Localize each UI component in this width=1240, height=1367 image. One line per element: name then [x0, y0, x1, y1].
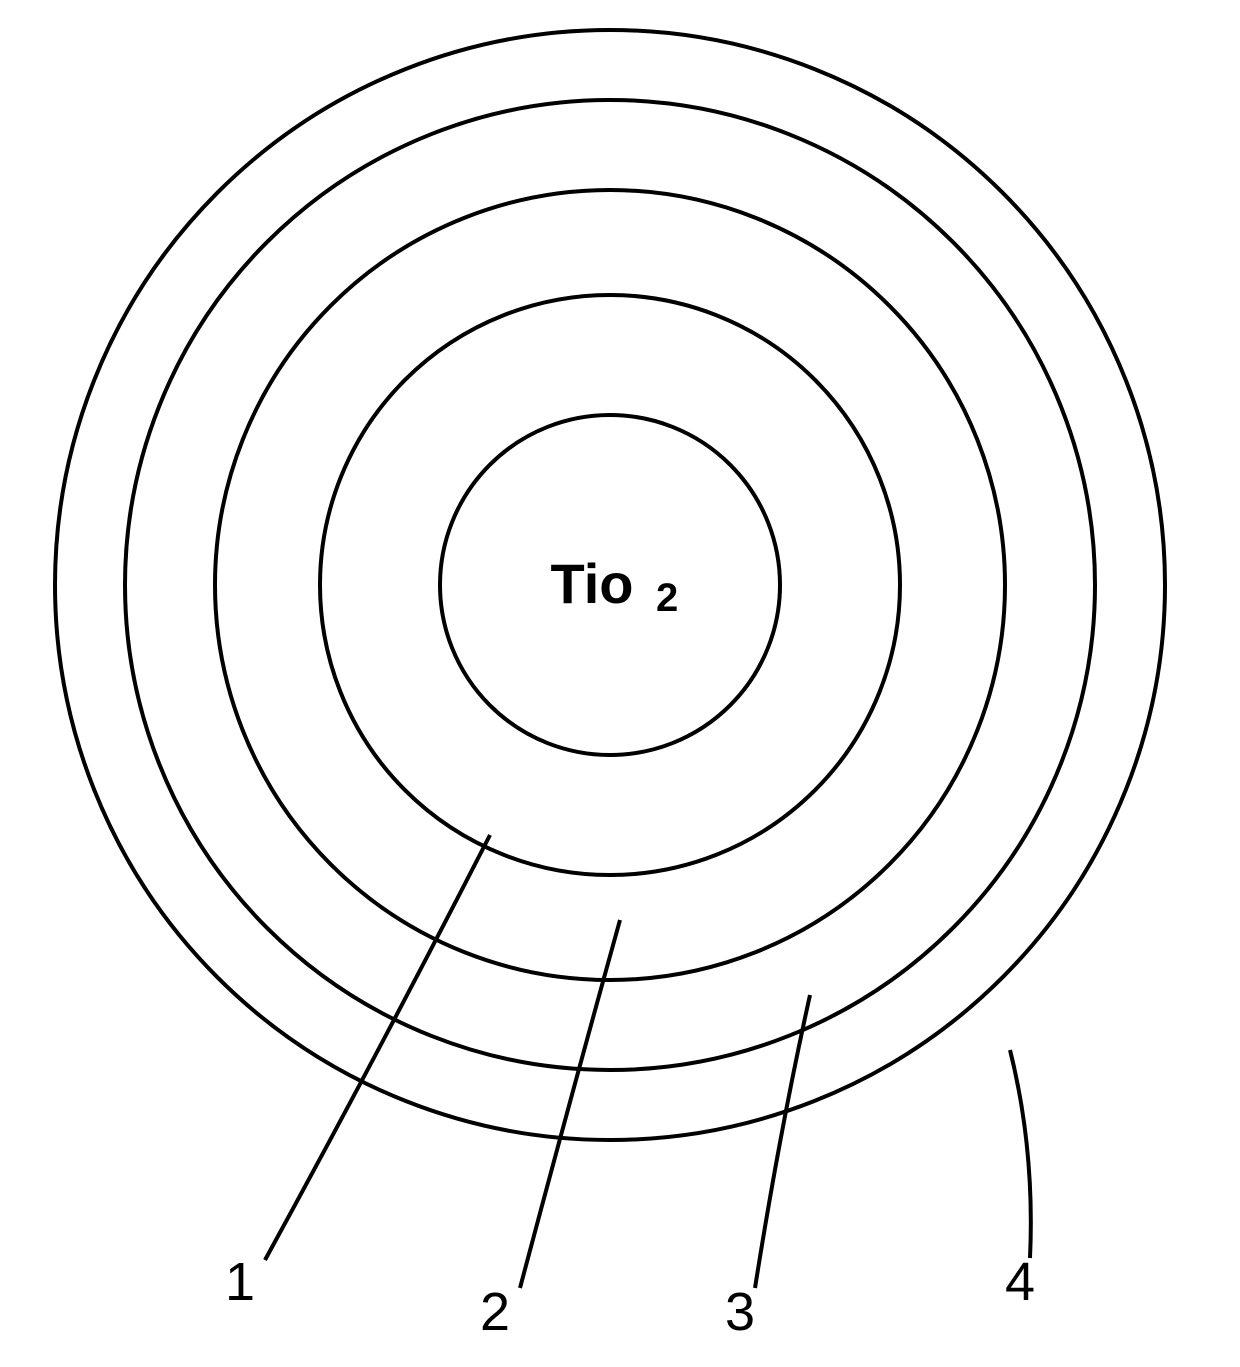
- center-label: Tio 2: [551, 552, 679, 620]
- leader-line-1: [265, 835, 490, 1260]
- leader-label-2: 2: [480, 1282, 510, 1342]
- leader-line-4: [1010, 1050, 1031, 1258]
- diagram-svg: Tio 2 1 2 3 4: [0, 0, 1240, 1367]
- leader-label-3: 3: [725, 1282, 755, 1342]
- center-label-main: Tio: [551, 552, 634, 615]
- center-label-subscript: 2: [656, 576, 678, 620]
- leader-label-1: 1: [225, 1252, 255, 1312]
- leader-line-2: [520, 920, 620, 1288]
- leader-label-4: 4: [1005, 1252, 1035, 1312]
- concentric-circle-diagram: Tio 2 1 2 3 4: [0, 0, 1240, 1367]
